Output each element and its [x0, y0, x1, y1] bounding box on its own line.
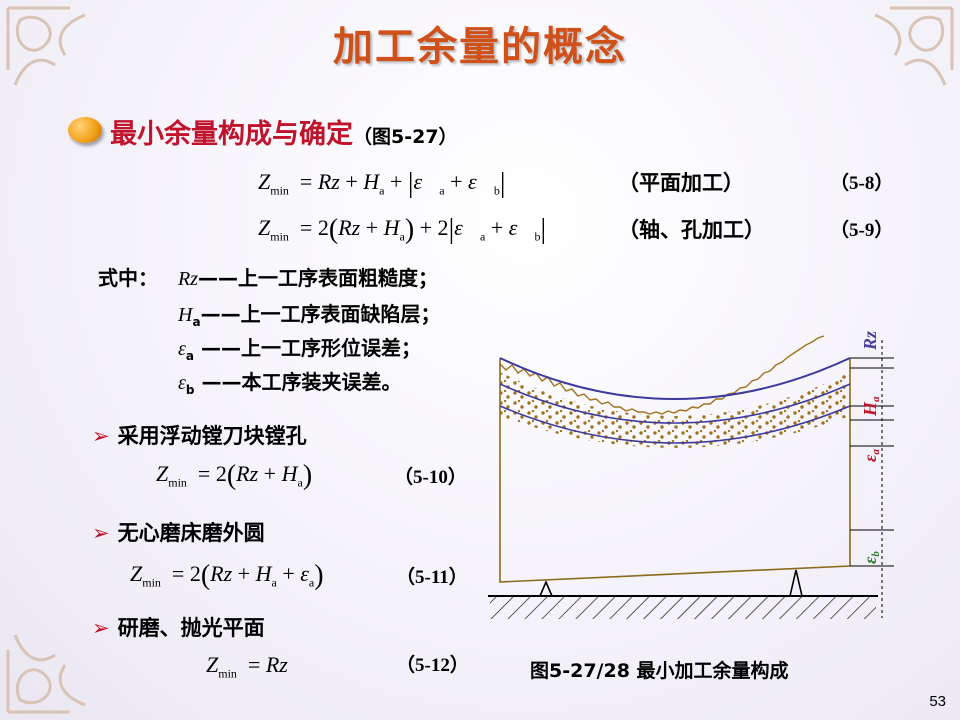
label-ha: Ha: [860, 396, 882, 417]
definition-rz-symbol: Rz: [178, 268, 198, 290]
page-number: 53: [929, 693, 946, 710]
equation-5-10: Zmin = 2(Rz + Ha): [156, 460, 313, 491]
arrow-bullet-icon: ➢: [92, 616, 110, 640]
equation-5-12: Zmin = Rz: [206, 652, 288, 681]
case-floating-boring: ➢ 采用浮动镗刀块镗孔: [92, 420, 307, 450]
definition-ea-symbol: ε: [178, 338, 186, 360]
section-heading: 最小余量构成与确定（图5-27）: [110, 112, 458, 151]
definition-eb: εb ——本工序装夹误差。: [178, 366, 401, 397]
label-ea: εa: [860, 449, 882, 462]
curve-lower: [499, 405, 851, 444]
curve-top: [499, 357, 851, 400]
definition-ha-sub: a: [192, 315, 201, 329]
definition-eb-text: ——本工序装夹误差。: [201, 370, 402, 394]
equation-5-9-note: （轴、孔加工）: [618, 218, 765, 242]
definition-ha-symbol: H: [178, 304, 193, 326]
arrow-bullet-icon: ➢: [92, 521, 110, 545]
corner-ornament-bottom-left: [6, 634, 86, 714]
support-triangle: [539, 579, 553, 597]
equation-5-10-number: （5-10）: [394, 467, 467, 488]
equation-5-8-number: （5-8）: [830, 173, 894, 194]
definition-ea-text: ——上一工序形位误差；: [200, 336, 421, 360]
equation-5-8: Zmin = Rz + Ha + |ε⃗a + ε⃗b|: [258, 168, 506, 199]
definition-rz: Rz——上一工序表面粗糙度；: [178, 262, 438, 291]
workpiece-body: [499, 358, 851, 583]
equation-5-9: Zmin = 2(Rz + Ha) + 2|ε⃗a + ε⃗b|: [258, 214, 547, 245]
label-eb: εb: [860, 551, 882, 564]
definition-eb-symbol: ε: [178, 372, 186, 394]
definition-ha-text: ——上一工序表面缺陷层；: [200, 302, 441, 326]
definition-eb-sub: b: [185, 383, 195, 397]
definition-rz-text: ——上一工序表面粗糙度；: [198, 266, 438, 290]
case-floating-boring-label: 采用浮动镗刀块镗孔: [117, 424, 307, 448]
arrow-bullet-icon: ➢: [92, 424, 110, 448]
label-rz: Rz: [860, 331, 880, 351]
curve-mid: [499, 383, 851, 424]
definitions-prefix: 式中：: [98, 266, 158, 290]
equation-5-12-number: （5-12）: [396, 655, 469, 676]
case-lapping-polishing-label: 研磨、抛光平面: [117, 616, 265, 640]
section-heading-ref: （图5-27）: [353, 126, 458, 148]
equation-5-8-note: （平面加工）: [618, 171, 744, 195]
roughness-profile: [499, 335, 825, 415]
case-centerless-grinding-label: 无心磨床磨外圆: [117, 521, 265, 545]
equation-5-11-number: （5-11）: [396, 567, 468, 588]
ground-hatch: [490, 597, 876, 619]
case-centerless-grinding: ➢ 无心磨床磨外圆: [92, 517, 265, 547]
definition-ea-sub: a: [185, 349, 194, 363]
section-heading-text: 最小余量构成与确定: [110, 119, 353, 150]
allowance-figure: Rz Ha εa εb: [488, 331, 894, 619]
slide-title: 加工余量的概念: [333, 24, 627, 70]
bullet-dot-icon: [68, 117, 102, 143]
support-triangle: [789, 569, 803, 597]
corner-ornament-top-left: [6, 6, 86, 86]
figure-caption: 图5-27/28 最小加工余量构成: [530, 660, 789, 682]
case-lapping-polishing: ➢ 研磨、抛光平面: [92, 612, 265, 642]
equation-5-9-number: （5-9）: [830, 220, 894, 241]
definition-ha: Ha——上一工序表面缺陷层；: [178, 298, 441, 329]
definition-ea: εa ——上一工序形位误差；: [178, 332, 421, 363]
defect-layer: [500, 372, 850, 448]
corner-ornament-top-right: [874, 6, 954, 86]
equation-5-11: Zmin = 2(Rz + Ha + εa): [130, 560, 324, 591]
